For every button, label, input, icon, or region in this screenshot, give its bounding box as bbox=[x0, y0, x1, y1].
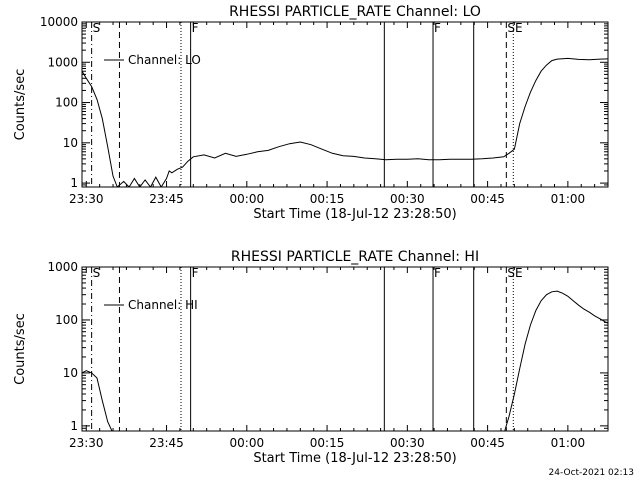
x-tick-label: 00:00 bbox=[230, 436, 265, 450]
y-tick-label: 1000 bbox=[47, 55, 78, 69]
y-axis-label: Counts/sec bbox=[13, 313, 28, 385]
x-tick-label: 00:30 bbox=[390, 436, 425, 450]
chart-title: RHESSI PARTICLE_RATE Channel: LO bbox=[229, 4, 481, 20]
plot-frame bbox=[81, 266, 609, 432]
y-tick-label: 10 bbox=[63, 136, 78, 150]
series-line bbox=[82, 370, 113, 431]
y-tick-label: 100 bbox=[55, 96, 78, 110]
x-tick-label: 00:00 bbox=[230, 192, 265, 206]
x-tick-label: 00:15 bbox=[310, 192, 345, 206]
event-marker-label: F bbox=[192, 266, 199, 280]
timestamp-stamp: 24-Oct-2021 02:13 bbox=[548, 468, 634, 478]
event-marker-label: S bbox=[93, 266, 101, 280]
x-tick-label: 01:00 bbox=[551, 436, 586, 450]
y-tick-label: 1000 bbox=[47, 260, 78, 274]
series-line bbox=[82, 57, 608, 187]
x-tick-label: 00:45 bbox=[470, 192, 505, 206]
x-tick-label: 00:45 bbox=[470, 436, 505, 450]
event-marker-label: S bbox=[93, 21, 101, 35]
y-tick-label: 1 bbox=[70, 176, 78, 190]
y-tick-label: 100 bbox=[55, 313, 78, 327]
y-axis-label: Counts/sec bbox=[13, 69, 28, 141]
x-axis-label: Start Time (18-Jul-12 23:28:50) bbox=[253, 207, 456, 222]
x-tick-label: 01:00 bbox=[551, 192, 586, 206]
legend-entry: Channel: HI bbox=[128, 298, 198, 312]
x-axis-label: Start Time (18-Jul-12 23:28:50) bbox=[253, 451, 456, 466]
chart-title: RHESSI PARTICLE_RATE Channel: HI bbox=[231, 249, 479, 265]
event-marker-label: F bbox=[434, 266, 441, 280]
event-marker-label: F bbox=[434, 21, 441, 35]
x-tick-label: 23:30 bbox=[69, 192, 104, 206]
x-tick-label: 00:30 bbox=[390, 192, 425, 206]
x-tick-label: 23:30 bbox=[69, 436, 104, 450]
x-tick-label: 00:15 bbox=[310, 436, 345, 450]
event-marker-label: SE bbox=[507, 21, 522, 35]
legend-entry: Channel: LO bbox=[128, 53, 201, 67]
plot-frame bbox=[81, 21, 609, 188]
event-marker-label: F bbox=[192, 21, 199, 35]
y-tick-label: 10 bbox=[63, 366, 78, 380]
x-tick-label: 23:45 bbox=[149, 436, 184, 450]
event-marker-label: SE bbox=[507, 266, 522, 280]
series-line bbox=[504, 290, 608, 431]
y-tick-label: 10000 bbox=[40, 15, 78, 29]
y-tick-label: 1 bbox=[70, 419, 78, 433]
x-tick-label: 23:45 bbox=[149, 192, 184, 206]
